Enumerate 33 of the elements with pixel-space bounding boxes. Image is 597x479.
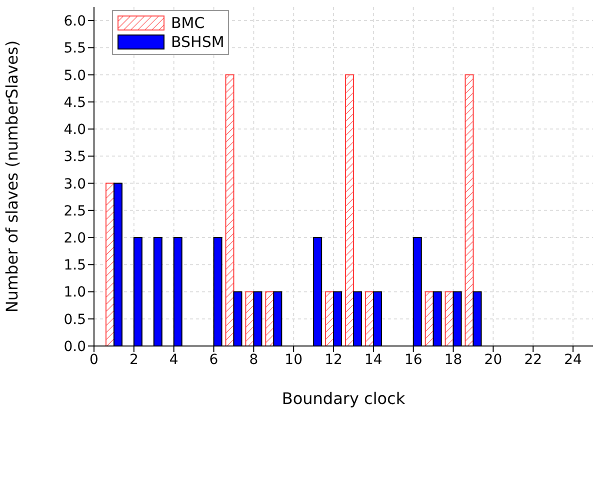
bar [464,74,474,346]
y-tick-label: 2.5 [64,203,86,220]
y-tick-label: 3.5 [64,149,86,166]
y-tick-label: 2.0 [64,230,86,246]
x-tick-label: 14 [364,352,382,368]
x-tick-label: 6 [209,352,218,368]
x-tick-label: 20 [484,352,502,368]
y-axis-title: Number of slaves (numberSlaves) [2,40,22,313]
x-tick-label: 18 [444,352,462,368]
y-tick-label: 5.5 [64,40,86,57]
y-tick-label: 0.0 [64,338,86,355]
bar [225,74,234,346]
x-tick-label: 8 [249,352,258,368]
x-tick-label: 24 [564,352,582,368]
legend-label: BSHSM [171,33,224,51]
y-tick-label: 3.0 [64,176,86,192]
x-tick-label: 16 [404,352,422,368]
x-tick-label: 0 [90,352,98,368]
x-tick-label: 22 [524,352,542,368]
x-axis-title: Boundary clock [282,389,406,408]
x-tick-label: 12 [324,352,342,368]
y-tick-label: 4.0 [64,122,86,138]
y-tick-label: 1.0 [64,284,86,301]
y-tick-label: 0.5 [64,312,86,328]
x-tick-label: 2 [129,352,138,368]
bar [345,74,354,346]
y-tick-label: 6.0 [64,14,86,30]
y-tick-label: 4.5 [64,94,86,111]
legend-label: BMC [171,14,205,32]
x-tick-label: 4 [169,352,178,368]
y-tick-label: 5.0 [64,68,86,84]
x-tick-label: 10 [284,352,303,368]
y-tick-label: 1.5 [64,258,86,274]
